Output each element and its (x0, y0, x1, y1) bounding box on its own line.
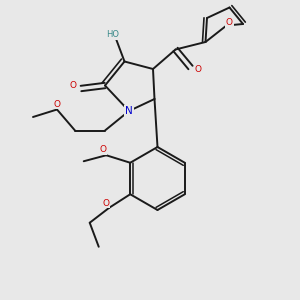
Text: O: O (53, 100, 61, 109)
Text: HO: HO (106, 30, 119, 39)
Text: O: O (226, 18, 233, 27)
Text: O: O (100, 146, 107, 154)
Text: O: O (103, 199, 110, 208)
Text: N: N (125, 106, 133, 116)
Text: O: O (194, 64, 202, 74)
Text: O: O (70, 81, 77, 90)
